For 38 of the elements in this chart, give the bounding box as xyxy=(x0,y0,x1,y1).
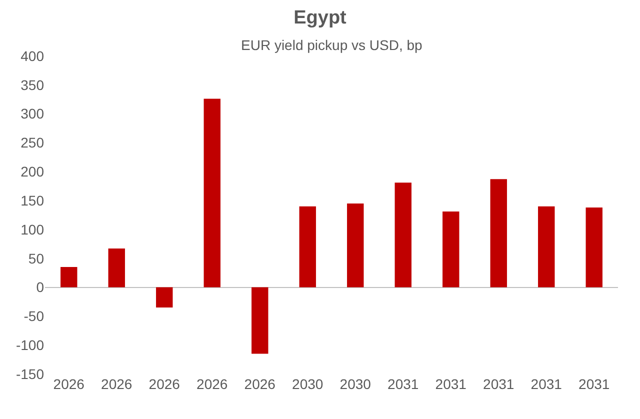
y-tick-label: 150 xyxy=(20,192,44,208)
y-tick-label: -50 xyxy=(24,308,44,324)
bar xyxy=(252,287,268,354)
bar xyxy=(299,206,316,288)
bar xyxy=(156,287,173,308)
bar xyxy=(394,182,412,288)
y-tick-label: -150 xyxy=(16,366,44,382)
y-tick-label: 50 xyxy=(28,250,44,266)
x-tick-label: 2026 xyxy=(53,376,85,392)
chart-subtitle: EUR yield pickup vs USD, bp xyxy=(241,37,423,53)
y-tick-label: -100 xyxy=(16,336,44,353)
bar xyxy=(490,179,507,288)
x-tick-label: 2031 xyxy=(483,376,514,392)
x-tick-label: 2026 xyxy=(101,376,132,392)
x-tick-label: 2026 xyxy=(148,376,180,392)
y-tick-label: 300 xyxy=(20,106,44,122)
bar xyxy=(347,203,364,288)
y-tick-label: 350 xyxy=(20,76,44,93)
x-tick-label: 2031 xyxy=(578,376,610,392)
bar xyxy=(442,212,460,288)
x-tick-label: 2030 xyxy=(340,376,372,392)
bar xyxy=(538,206,555,288)
bar xyxy=(108,248,125,288)
x-tick-label: 2026 xyxy=(244,376,276,392)
x-tick-label: 2031 xyxy=(530,376,562,392)
y-tick-label: 200 xyxy=(20,164,44,180)
x-tick-label: 2031 xyxy=(435,376,467,392)
bar xyxy=(60,267,78,288)
y-tick-label: 250 xyxy=(20,134,44,151)
bar xyxy=(586,207,602,288)
x-tick-label: 2030 xyxy=(292,376,324,392)
y-tick-label: 0 xyxy=(36,279,44,296)
bar xyxy=(204,98,220,288)
x-tick-label: 2026 xyxy=(196,376,228,392)
y-tick-label: 400 xyxy=(20,48,44,64)
y-tick-label: 100 xyxy=(20,221,44,238)
chart-title: Egypt xyxy=(294,7,348,28)
x-tick-label: 2031 xyxy=(388,376,419,392)
